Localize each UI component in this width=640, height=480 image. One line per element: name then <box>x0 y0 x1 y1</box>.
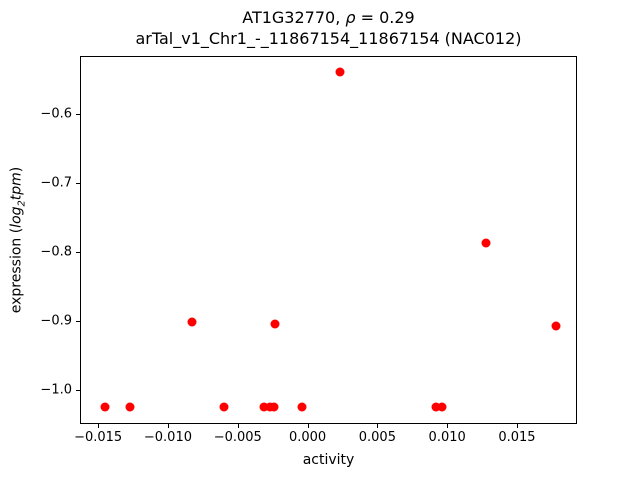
y-tick-label: −0.6 <box>40 106 72 122</box>
y-tick-mark <box>76 320 80 322</box>
x-tick-mark <box>447 424 449 428</box>
scatter-point <box>125 402 135 412</box>
y-tick-mark <box>76 252 80 254</box>
title-rho-value: = 0.29 <box>355 8 415 27</box>
chart-title-line2: arTal_v1_Chr1_-_11867154_11867154 (NAC01… <box>135 29 522 48</box>
chart-title-line1: AT1G32770, ρ = 0.29 <box>80 7 577 28</box>
x-tick-label: 0.000 <box>288 430 327 445</box>
x-tick-label: 0.010 <box>428 430 466 445</box>
y-axis-label: expression (log2tpm) <box>9 167 28 314</box>
y-tick-label: −1.0 <box>40 382 72 398</box>
ylabel-subscript: 2 <box>16 200 28 207</box>
x-tick-mark <box>237 424 239 428</box>
scatter-point <box>431 402 441 412</box>
scatter-point <box>219 402 229 412</box>
title-rho-symbol: ρ <box>345 8 356 27</box>
scatter-point <box>551 321 561 331</box>
scatter-point <box>269 402 279 412</box>
chart-title: AT1G32770, ρ = 0.29 arTal_v1_Chr1_-_1186… <box>80 7 577 49</box>
y-tick-label: −0.8 <box>40 244 72 260</box>
scatter-point <box>259 402 269 412</box>
x-tick-mark <box>377 424 379 428</box>
y-tick-label: −0.9 <box>40 313 72 329</box>
y-tick-mark <box>76 114 80 116</box>
x-tick-mark <box>98 424 100 428</box>
scatter-point <box>297 402 307 412</box>
x-tick-mark <box>307 424 309 428</box>
y-tick-mark <box>76 183 80 185</box>
x-tick-label: 0.015 <box>498 430 536 445</box>
plot-area <box>80 56 577 424</box>
x-tick-label: −0.015 <box>74 430 123 445</box>
scatter-point <box>270 319 280 329</box>
ylabel-prefix: expression ( <box>8 227 25 314</box>
title-gene-text: AT1G32770, <box>242 8 346 27</box>
x-tick-mark <box>167 424 169 428</box>
scatter-point <box>437 402 447 412</box>
scatter-point <box>100 402 110 412</box>
y-tick-label: −0.7 <box>40 175 72 191</box>
ylabel-suffix: ) <box>8 166 25 173</box>
scatter-point <box>187 317 197 327</box>
y-tick-mark <box>76 389 80 391</box>
scatter-point <box>335 67 345 77</box>
x-tick-mark <box>516 424 518 428</box>
x-tick-label: −0.010 <box>143 430 192 445</box>
x-axis-label: activity <box>302 452 355 468</box>
ylabel-log: log <box>8 206 25 228</box>
scatter-point <box>481 238 491 248</box>
x-tick-label: −0.005 <box>213 430 262 445</box>
x-tick-label: 0.005 <box>358 430 396 445</box>
ylabel-tpm: tpm <box>8 172 25 201</box>
